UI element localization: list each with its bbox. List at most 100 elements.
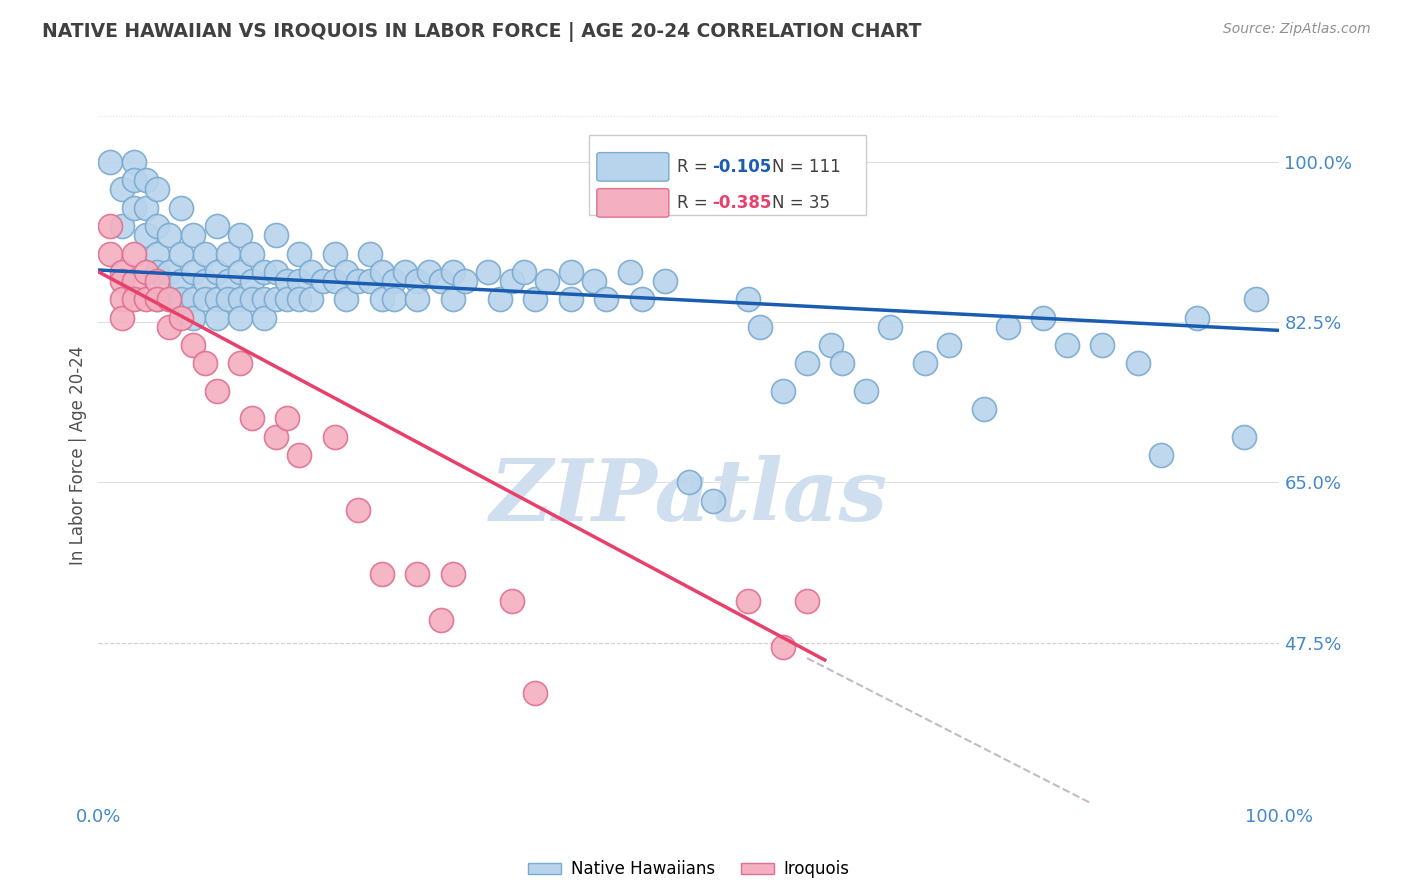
Point <box>394 265 416 279</box>
Point <box>170 310 193 325</box>
FancyBboxPatch shape <box>589 135 866 215</box>
Point <box>217 293 239 307</box>
Point <box>347 503 370 517</box>
Point <box>879 319 901 334</box>
Point <box>595 293 617 307</box>
Point <box>312 274 335 288</box>
Point <box>371 293 394 307</box>
Point <box>98 155 121 169</box>
Point <box>157 265 180 279</box>
Point <box>229 228 252 243</box>
Point <box>1091 338 1114 352</box>
Point <box>181 310 204 325</box>
Point <box>406 274 429 288</box>
Point <box>560 265 582 279</box>
Point <box>146 265 169 279</box>
Point <box>323 429 346 443</box>
Point <box>335 265 357 279</box>
Point <box>240 274 263 288</box>
Point <box>146 274 169 288</box>
Point <box>441 265 464 279</box>
Point <box>205 384 228 398</box>
Point <box>170 246 193 260</box>
Point <box>240 293 263 307</box>
Point <box>253 265 276 279</box>
Point <box>98 219 121 233</box>
Point <box>1056 338 1078 352</box>
Point <box>477 265 499 279</box>
Point <box>536 274 558 288</box>
Point <box>122 293 145 307</box>
Point <box>146 293 169 307</box>
Legend: Native Hawaiians, Iroquois: Native Hawaiians, Iroquois <box>522 854 856 885</box>
Point <box>406 293 429 307</box>
Text: N = 111: N = 111 <box>772 158 841 176</box>
Point <box>205 219 228 233</box>
Point <box>772 640 794 655</box>
Point <box>796 356 818 370</box>
Point <box>702 493 724 508</box>
Point <box>678 475 700 490</box>
Point <box>737 594 759 608</box>
Point <box>146 219 169 233</box>
Point <box>418 265 440 279</box>
Point <box>619 265 641 279</box>
Point <box>122 274 145 288</box>
FancyBboxPatch shape <box>596 153 669 181</box>
Point <box>441 293 464 307</box>
Point <box>654 274 676 288</box>
Point <box>135 293 157 307</box>
Point <box>170 293 193 307</box>
Point <box>855 384 877 398</box>
Point <box>524 293 547 307</box>
Point <box>371 265 394 279</box>
Point <box>135 265 157 279</box>
Text: -0.105: -0.105 <box>713 158 772 176</box>
Point <box>135 173 157 187</box>
Point <box>1233 429 1256 443</box>
Point <box>181 228 204 243</box>
Point <box>253 293 276 307</box>
Point <box>205 265 228 279</box>
Point <box>288 274 311 288</box>
Point <box>288 293 311 307</box>
Y-axis label: In Labor Force | Age 20-24: In Labor Force | Age 20-24 <box>69 345 87 565</box>
Text: ZIPatlas: ZIPatlas <box>489 455 889 539</box>
Point <box>135 228 157 243</box>
Point <box>276 274 298 288</box>
Point <box>157 293 180 307</box>
Point <box>1244 293 1267 307</box>
Point <box>796 594 818 608</box>
Point <box>973 402 995 417</box>
Point <box>264 429 287 443</box>
Point <box>181 265 204 279</box>
Point <box>938 338 960 352</box>
Point <box>157 319 180 334</box>
Point <box>264 228 287 243</box>
Point <box>170 201 193 215</box>
Point <box>831 356 853 370</box>
Point <box>122 246 145 260</box>
Point <box>111 310 134 325</box>
Point <box>194 293 217 307</box>
Point <box>264 265 287 279</box>
Text: Source: ZipAtlas.com: Source: ZipAtlas.com <box>1223 22 1371 37</box>
Point <box>240 246 263 260</box>
Point <box>181 338 204 352</box>
Point <box>229 310 252 325</box>
Point <box>194 356 217 370</box>
Point <box>453 274 475 288</box>
Point <box>111 274 134 288</box>
Point <box>229 265 252 279</box>
Point <box>347 274 370 288</box>
Point <box>630 293 652 307</box>
Point <box>560 293 582 307</box>
Point <box>205 310 228 325</box>
Point <box>359 246 381 260</box>
Point <box>111 293 134 307</box>
Point <box>430 613 453 627</box>
Point <box>430 274 453 288</box>
Point <box>512 265 534 279</box>
Point <box>122 201 145 215</box>
Point <box>229 293 252 307</box>
